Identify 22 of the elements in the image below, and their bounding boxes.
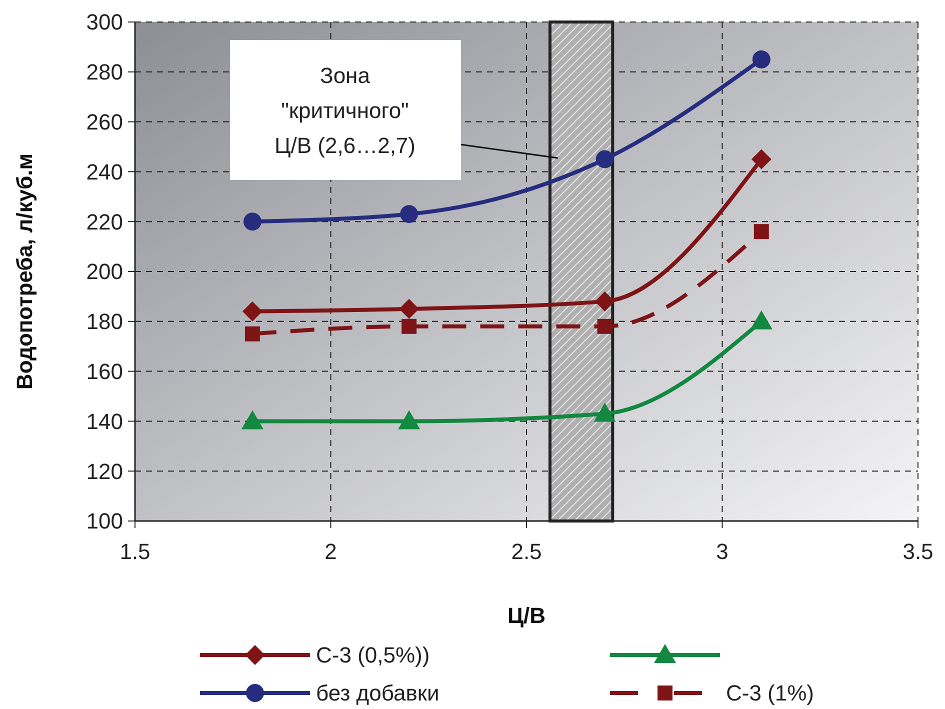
y-tick-label: 200	[86, 259, 123, 284]
legend-label: без добавки	[316, 680, 440, 706]
y-tick-label: 100	[86, 508, 123, 534]
y-tick-label: 280	[86, 60, 123, 85]
x-tick-label: 3	[716, 539, 728, 564]
x-tick-label: 1.5	[120, 539, 150, 564]
y-tick-label: 240	[86, 159, 123, 184]
x-tick-label: 3.5	[902, 539, 934, 564]
y-tick-label: 180	[86, 309, 123, 334]
y-tick-label: 140	[86, 408, 123, 434]
annotation: Зона "критичного" Ц/В (2,6…2,7)	[274, 63, 416, 158]
y-tick-label: 120	[86, 458, 123, 484]
y-axis-title: Водопотреба, л/куб.м	[12, 153, 37, 390]
x-tick-label: 2	[324, 539, 337, 564]
y-tick-label: 300	[86, 10, 123, 35]
legend-label: С-3 (0,5%))	[316, 642, 430, 668]
y-tick-label: 220	[86, 209, 123, 234]
y-tick-label: 160	[86, 359, 123, 384]
x-axis-title: Ц/В	[507, 603, 546, 628]
x-tick-label: 2.5	[511, 539, 542, 564]
legend-label: С-3 (1%)	[726, 680, 814, 706]
y-tick-label: 260	[86, 110, 123, 134]
